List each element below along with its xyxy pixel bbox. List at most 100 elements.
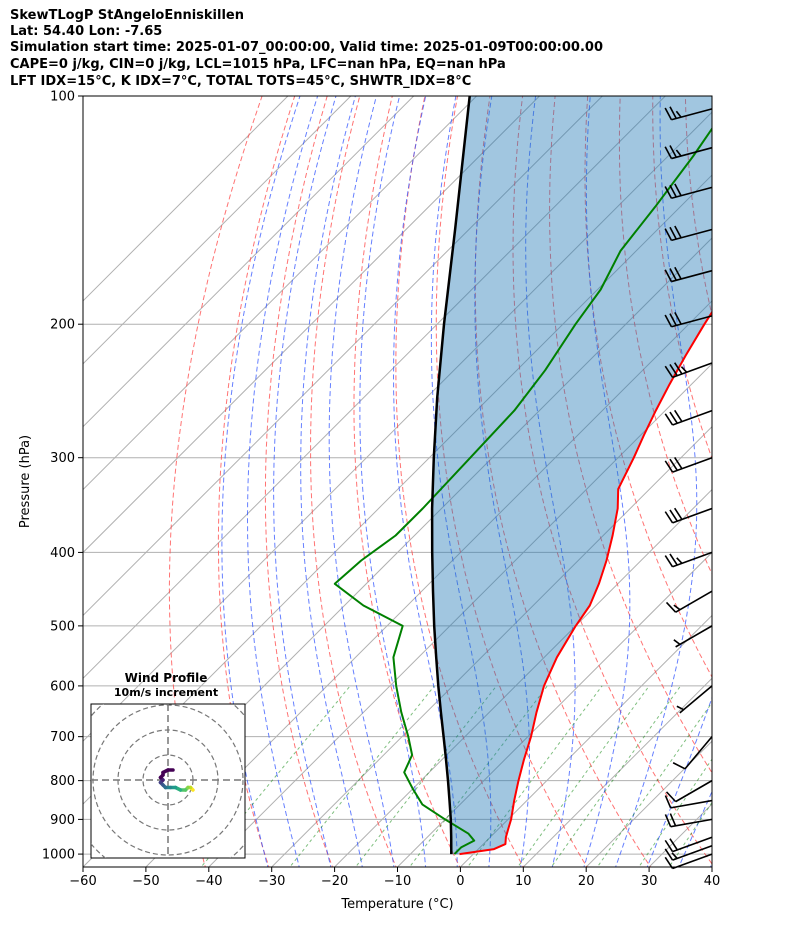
- dry-adiabat-line: [395, 96, 524, 867]
- dry-adiabat-line: [264, 96, 334, 867]
- cin-shading: [432, 96, 712, 855]
- isotherm-line: [83, 96, 289, 302]
- x-tick-label: 0: [456, 874, 464, 889]
- wind-barb: [664, 225, 713, 242]
- moist-adiabat-line: [615, 96, 698, 867]
- wind-barb: [664, 311, 713, 328]
- wind-barb: [665, 590, 713, 613]
- parcel-profile: [430, 96, 471, 855]
- x-tick-label: 30: [641, 874, 658, 889]
- isotherm-line: [711, 866, 712, 867]
- wind-barb: [673, 625, 713, 648]
- isotherm-line: [270, 425, 712, 867]
- y-tick-label: 900: [50, 813, 75, 828]
- y-tick-label: 700: [50, 730, 75, 745]
- moist-adiabat-line: [583, 96, 631, 867]
- wind-barb: [664, 456, 713, 473]
- y-axis-label: Pressure (hPa): [18, 435, 33, 528]
- y-tick-label: 1000: [42, 848, 75, 863]
- isotherm-line: [83, 96, 666, 680]
- wind-barb: [664, 813, 713, 828]
- temperature-profile: [459, 310, 712, 856]
- x-tick-label: 10: [515, 874, 532, 889]
- x-tick-label: −10: [384, 874, 411, 889]
- wind-barb: [664, 845, 713, 861]
- moist-adiabat-line: [709, 862, 712, 867]
- wind-barb: [664, 853, 713, 870]
- title-time: Simulation start time: 2025-01-07_00:00:…: [10, 40, 603, 55]
- dry-adiabat-line: [584, 96, 712, 679]
- isotherm-line: [83, 96, 477, 491]
- moist-adiabat-line: [430, 96, 492, 867]
- moist-adiabat-line: [359, 96, 427, 867]
- wind-barb: [664, 145, 713, 160]
- wind-barb: [664, 836, 713, 853]
- isotherm-line: [522, 677, 712, 867]
- wind-barb: [664, 362, 713, 379]
- x-tick-label: 20: [578, 874, 595, 889]
- isotherm-line: [83, 96, 352, 365]
- x-tick-label: −20: [321, 874, 348, 889]
- mixing-ratio-line: [289, 685, 435, 867]
- mixing-ratio-line: [517, 685, 650, 867]
- dry-adiabat-line: [435, 96, 588, 867]
- title-location: Lat: 54.40 Lon: -7.65: [10, 24, 163, 39]
- moist-adiabat-line: [247, 96, 319, 867]
- moist-adiabat-line: [273, 96, 337, 867]
- y-tick-label: 100: [50, 90, 75, 105]
- dry-adiabat-line: [549, 96, 712, 774]
- moist-adiabat-line: [646, 696, 712, 867]
- x-tick-label: −60: [69, 874, 96, 889]
- isotherm-line: [83, 96, 603, 617]
- wind-barb: [664, 551, 713, 568]
- mixing-ratio-line: [550, 685, 682, 867]
- dry-adiabat-line: [310, 96, 397, 867]
- moist-adiabat-line: [678, 790, 712, 867]
- isotherm-line: [459, 614, 712, 867]
- moist-adiabat-line: [525, 96, 576, 867]
- mixing-ratio-line: [408, 685, 548, 867]
- wind-barb: [665, 779, 713, 803]
- wind-barb: [664, 266, 713, 283]
- x-axis-label: Temperature (°C): [340, 897, 453, 912]
- wind-barb: [676, 685, 713, 714]
- x-tick-label: 40: [704, 874, 721, 889]
- isotherm-line: [145, 300, 712, 867]
- dry-adiabat-line: [618, 96, 712, 576]
- mixing-ratio-line: [354, 685, 497, 867]
- y-tick-label: 600: [50, 679, 75, 694]
- isotherm-line: [83, 96, 415, 428]
- dry-adiabat-line: [512, 96, 712, 865]
- hodograph-title: Wind Profile: [125, 671, 208, 685]
- title-station: SkewTLogP StAngeloEnniskillen: [10, 8, 244, 23]
- moist-adiabat-line: [300, 96, 363, 867]
- dry-adiabat-line: [217, 96, 296, 867]
- dry-adiabat-line: [783, 96, 794, 870]
- dry-adiabat-line: [168, 96, 263, 867]
- dewpoint-profile: [333, 127, 712, 855]
- y-tick-label: 500: [50, 619, 75, 634]
- wind-barb: [664, 183, 713, 200]
- title-cape: CAPE=0 j/kg, CIN=0 j/kg, LCL=1015 hPa, L…: [10, 57, 506, 72]
- mixing-ratio-line: [467, 685, 603, 867]
- x-tick-label: −30: [258, 874, 285, 889]
- y-tick-label: 400: [50, 546, 75, 561]
- y-tick-label: 800: [50, 774, 75, 789]
- dry-adiabat-line: [474, 96, 652, 867]
- y-tick-label: 200: [50, 318, 75, 333]
- isotherm-line: [333, 488, 712, 867]
- dry-adiabat-line: [718, 96, 794, 870]
- hodograph-plot: [91, 704, 245, 858]
- wind-barb: [664, 507, 713, 524]
- y-tick-label: 300: [50, 451, 75, 466]
- mixing-ratio-line: [596, 701, 712, 867]
- moist-adiabat-line: [328, 96, 395, 867]
- isotherm-line: [772, 96, 794, 870]
- moist-adiabat-line: [392, 96, 458, 867]
- wind-barb: [672, 736, 713, 770]
- isotherm-line: [208, 363, 712, 867]
- isotherm-line: [396, 551, 712, 867]
- x-tick-label: −50: [132, 874, 159, 889]
- wind-barb: [664, 409, 713, 426]
- dry-adiabat-line: [353, 96, 461, 867]
